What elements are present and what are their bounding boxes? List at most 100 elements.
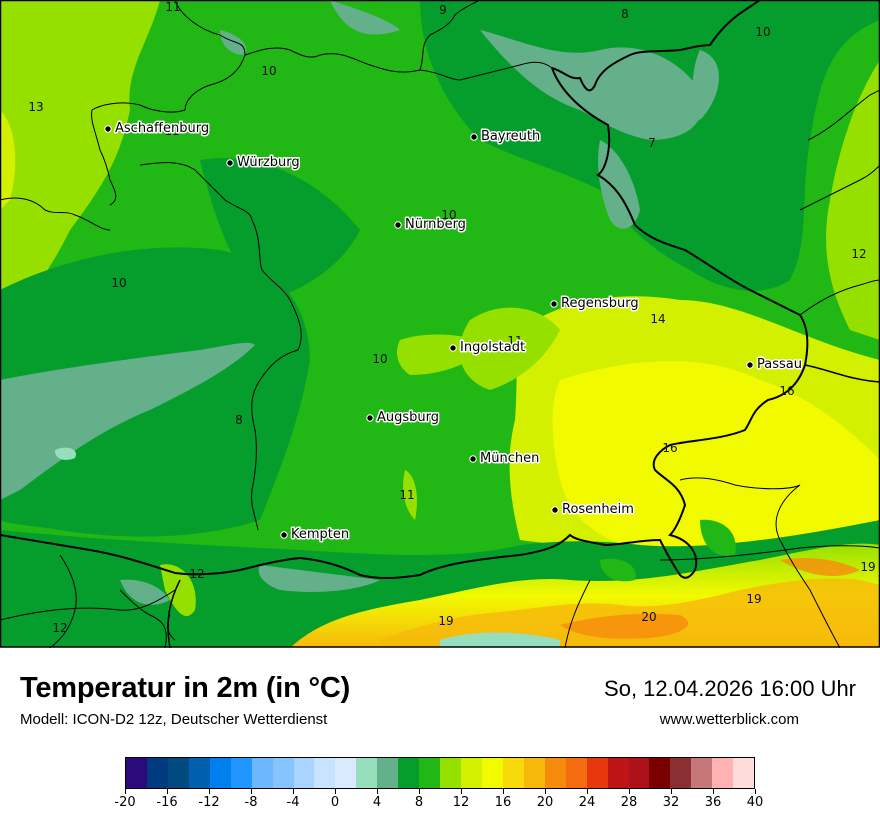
colorbar-segment xyxy=(293,758,315,788)
temperature-colorbar xyxy=(125,757,755,789)
colorbar-tick xyxy=(334,789,336,794)
isotherm-label: 19 xyxy=(860,560,875,574)
colorbar-segment xyxy=(461,758,482,788)
colorbar-segment xyxy=(481,758,503,788)
colorbar-segment xyxy=(544,758,566,788)
city-label: Augsburg xyxy=(377,410,439,425)
colorbar-segment xyxy=(251,758,273,788)
colorbar-segment xyxy=(502,758,524,788)
colorbar-segment xyxy=(586,758,608,788)
isotherm-label: 12 xyxy=(189,567,204,581)
colorbar-segment xyxy=(377,758,399,788)
city-label: Nürnberg xyxy=(405,217,466,232)
colorbar-tick xyxy=(460,789,462,794)
colorbar-segment xyxy=(628,758,650,788)
colorbar-tick xyxy=(124,789,126,794)
city-dot-icon xyxy=(366,414,374,422)
colorbar-tick xyxy=(166,789,168,794)
colorbar-tick-label: 4 xyxy=(372,795,382,810)
colorbar-tick-label: -12 xyxy=(198,795,220,810)
city-label: München xyxy=(480,451,539,466)
isotherm-label: 10 xyxy=(261,64,276,78)
city-label: Würzburg xyxy=(237,155,300,170)
colorbar-ticks: -20 -16 -12 -8 -4 0 4 8 12 16 20 24 28 32 36 40 xyxy=(114,789,763,819)
colorbar-tick xyxy=(208,789,210,794)
colorbar-tick-label: 28 xyxy=(620,795,638,810)
colorbar-tick-label: 32 xyxy=(662,795,680,810)
colorbar-tick-label: 0 xyxy=(330,795,340,810)
isotherm-label: 14 xyxy=(650,312,665,326)
colorbar-segment xyxy=(419,758,441,788)
colorbar-tick xyxy=(418,789,420,794)
colorbar-segment xyxy=(188,758,210,788)
city-dot-icon xyxy=(394,221,402,229)
colorbar-tick xyxy=(754,789,756,794)
colorbar-tick xyxy=(376,789,378,794)
colorbar-segment xyxy=(126,758,147,788)
city-dot-icon xyxy=(104,125,112,133)
colorbar-tick xyxy=(586,789,588,794)
colorbar-segment xyxy=(146,758,168,788)
model-subtitle: Modell: ICON-D2 12z, Deutscher Wetterdie… xyxy=(20,711,328,728)
city-label: Rosenheim xyxy=(562,502,634,517)
colorbar-tick-label: 20 xyxy=(536,795,554,810)
isotherm-label: 16 xyxy=(779,384,794,398)
colorbar-tick xyxy=(502,789,504,794)
colorbar-segment xyxy=(314,758,336,788)
city-label: Kempten xyxy=(291,527,349,542)
colorbar-segment xyxy=(398,758,420,788)
isotherm-label: 11 xyxy=(165,0,180,14)
city-label: Ingolstadt xyxy=(460,340,525,355)
city-marker: Passau xyxy=(746,356,803,374)
colorbar-tick xyxy=(670,789,672,794)
city-marker: Regensburg xyxy=(550,295,640,313)
city-dot-icon xyxy=(551,506,559,514)
isotherm-label: 9 xyxy=(439,3,447,17)
colorbar-segment xyxy=(230,758,252,788)
colorbar-segment xyxy=(733,758,755,788)
city-marker: Kempten xyxy=(280,526,351,544)
city-dot-icon xyxy=(280,531,288,539)
colorbar-tick-label: 36 xyxy=(704,795,722,810)
colorbar-tick xyxy=(712,789,714,794)
boundary-lines xyxy=(0,0,880,648)
city-dot-icon xyxy=(470,133,478,141)
colorbar-segment xyxy=(712,758,734,788)
city-marker: Augsburg xyxy=(366,409,441,427)
website-link[interactable]: www.wetterblick.com xyxy=(659,711,799,728)
city-label: Passau xyxy=(757,357,802,372)
city-label: Bayreuth xyxy=(481,129,540,144)
colorbar-segment xyxy=(209,758,231,788)
colorbar-tick xyxy=(544,789,546,794)
isotherm-label: 10 xyxy=(755,25,770,39)
colorbar-segment xyxy=(440,758,461,788)
colorbar-tick-label: -20 xyxy=(114,795,136,810)
city-marker: Würzburg xyxy=(226,154,301,172)
colorbar-segment xyxy=(565,758,587,788)
isotherm-label: 12 xyxy=(851,247,866,261)
isotherm-label: 8 xyxy=(235,413,243,427)
city-marker: Bayreuth xyxy=(470,128,542,146)
colorbar-segment xyxy=(607,758,629,788)
colorbar-tick-label: 8 xyxy=(414,795,424,810)
colorbar-segment xyxy=(356,758,378,788)
colorbar-tick xyxy=(250,789,252,794)
colorbar-tick-label: -8 xyxy=(244,795,258,810)
city-marker: Nürnberg xyxy=(394,216,467,234)
colorbar-segment xyxy=(167,758,189,788)
isotherm-label: 20 xyxy=(641,610,656,624)
city-dot-icon xyxy=(226,159,234,167)
colorbar-segment xyxy=(691,758,713,788)
city-markers: Aschaffenburg Würzburg Bayreuth Nürnberg Reg… xyxy=(104,120,803,544)
isotherm-label: 10 xyxy=(111,276,126,290)
city-marker: Ingolstadt xyxy=(449,339,527,357)
colorbar-segment xyxy=(670,758,692,788)
city-label: Regensburg xyxy=(561,296,639,311)
isotherm-label: 13 xyxy=(28,100,43,114)
city-marker: Aschaffenburg xyxy=(104,120,211,138)
city-dot-icon xyxy=(746,361,754,369)
isotherm-label: 19 xyxy=(746,592,761,606)
city-dot-icon xyxy=(550,300,558,308)
colorbar-segment xyxy=(523,758,545,788)
city-dot-icon xyxy=(449,344,457,352)
